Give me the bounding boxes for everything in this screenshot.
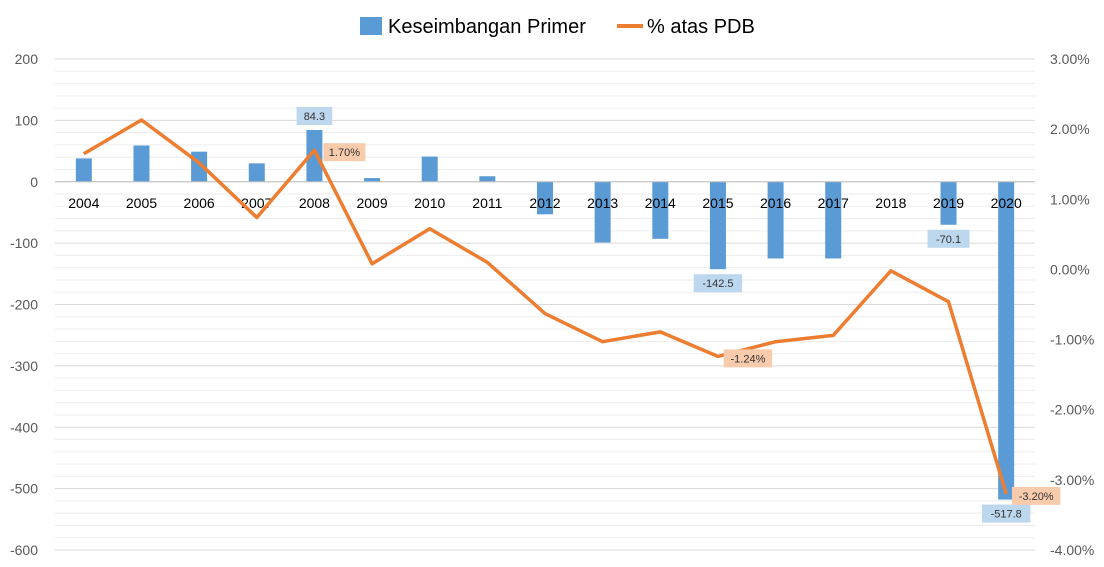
x-tick-label: 2015 (702, 195, 733, 211)
left-tick-label: 200 (15, 51, 39, 67)
line-data-label-bg (723, 349, 773, 368)
x-tick-label: 2005 (126, 195, 157, 211)
bar (75, 158, 92, 182)
left-tick-label: -400 (10, 419, 38, 435)
bar-data-label-bg (693, 274, 743, 293)
x-tick-label: 2013 (587, 195, 618, 211)
bar (537, 181, 553, 215)
line-path (82, 118, 1008, 495)
bar (594, 181, 611, 243)
x-tick-label: 2017 (818, 195, 849, 211)
x-tick-label: 2008 (299, 195, 330, 211)
bar (652, 181, 669, 239)
x-tick-label: 2006 (184, 195, 215, 211)
bar (248, 163, 265, 182)
x-tick-label: 2012 (529, 195, 560, 211)
data-labels: 84.3 -142.5 -70.1 -517.8 1.70% -1.24% -3.20% (296, 107, 1061, 523)
bar-data-label: -517.8 (991, 509, 1022, 521)
x-tick-label: 2019 (933, 195, 964, 211)
right-axis: 3.00% 2.00% 1.00% 0.00% -1.00% -2.00% -3.00% -4… (1050, 51, 1094, 558)
x-tick-label: 2018 (875, 195, 906, 211)
left-tick-label: 100 (15, 112, 39, 128)
bar (998, 181, 1015, 500)
line-data-label: 1.70% (329, 147, 360, 159)
right-tick-label: -1.00% (1050, 332, 1094, 348)
left-axis: 200 100 0 -100 -200 -300 -400 -500 -600 (10, 51, 38, 558)
right-tick-label: -2.00% (1050, 402, 1094, 418)
bar-data-label: 84.3 (304, 111, 325, 123)
left-tick-label: -500 (10, 481, 38, 497)
legend-bar-swatch (360, 17, 382, 35)
x-tick-label: 2009 (356, 195, 387, 211)
legend-bar-label: Keseimbangan Primer (388, 16, 586, 38)
legend: Keseimbangan Primer % atas PDB (360, 16, 755, 38)
bar (364, 178, 381, 182)
left-tick-label: 0 (30, 174, 38, 190)
line-series (82, 118, 1008, 495)
gridlines (55, 58, 1035, 551)
bar-data-label-bg (927, 229, 970, 248)
bar (767, 181, 784, 259)
line-data-label-bg (1011, 486, 1061, 505)
line-data-label-bg (323, 143, 366, 162)
bar (825, 181, 842, 259)
bar (709, 181, 726, 270)
line-data-label: -3.20% (1019, 491, 1054, 503)
x-tick-label: 2014 (645, 195, 676, 211)
left-tick-label: -200 (10, 297, 38, 313)
bar (421, 156, 438, 182)
right-tick-label: 3.00% (1050, 51, 1090, 67)
right-tick-label: -3.00% (1050, 472, 1094, 488)
bar (133, 145, 150, 182)
legend-line-label: % atas PDB (647, 16, 755, 38)
left-tick-label: -300 (10, 358, 38, 374)
bar-data-label-bg (981, 504, 1031, 523)
x-tick-label: 2004 (68, 195, 99, 211)
x-tick-label: 2020 (991, 195, 1022, 211)
bar (306, 130, 323, 182)
x-tick-label: 2010 (414, 195, 445, 211)
right-tick-label: 1.00% (1050, 191, 1090, 207)
left-tick-label: -600 (10, 542, 38, 558)
right-tick-label: -4.00% (1050, 542, 1094, 558)
right-tick-label: 0.00% (1050, 261, 1090, 277)
bar (479, 176, 496, 182)
x-tick-label: 2011 (472, 195, 502, 211)
bar (940, 181, 957, 225)
bar-data-label-bg (296, 107, 333, 126)
right-tick-label: 2.00% (1050, 121, 1090, 137)
left-tick-label: -100 (10, 235, 38, 251)
line-data-label: -1.24% (731, 353, 766, 365)
x-tick-label: 2016 (760, 195, 791, 211)
bar-data-label: -142.5 (702, 278, 733, 290)
bar-data-label: -70.1 (936, 234, 961, 246)
